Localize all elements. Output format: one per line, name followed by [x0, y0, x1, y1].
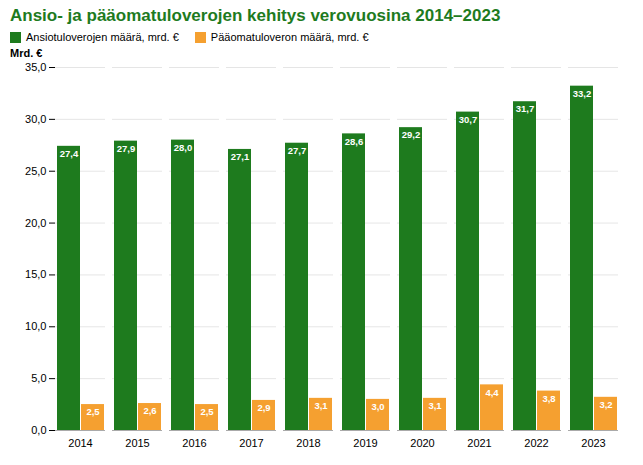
svg-text:2,5: 2,5: [200, 406, 214, 417]
svg-text:30,7: 30,7: [459, 114, 478, 125]
svg-text:27,9: 27,9: [117, 143, 136, 154]
svg-text:2017: 2017: [239, 437, 263, 449]
svg-text:2021: 2021: [467, 437, 491, 449]
svg-text:3,1: 3,1: [428, 400, 442, 411]
svg-text:28,6: 28,6: [345, 136, 364, 147]
svg-text:3,8: 3,8: [542, 393, 555, 404]
svg-text:31,7: 31,7: [516, 103, 535, 114]
svg-text:27,1: 27,1: [231, 151, 250, 162]
svg-text:2,9: 2,9: [257, 402, 270, 413]
svg-text:2018: 2018: [296, 437, 320, 449]
svg-text:20,0: 20,0: [25, 217, 46, 229]
svg-text:35,0: 35,0: [25, 61, 46, 73]
svg-text:5,0: 5,0: [31, 372, 46, 384]
svg-text:27,7: 27,7: [288, 145, 307, 156]
svg-text:25,0: 25,0: [25, 165, 46, 177]
svg-text:3,1: 3,1: [314, 400, 328, 411]
html-text:Pääomatuloveron määrä, mrd. €: Pääomatuloveron määrä, mrd. €: [210, 31, 369, 43]
svg-text:2023: 2023: [581, 437, 605, 449]
svg-text:10,0: 10,0: [25, 320, 46, 332]
svg-text:30,0: 30,0: [25, 113, 46, 125]
svg-text:4,4: 4,4: [485, 387, 499, 398]
svg-text:29,2: 29,2: [402, 129, 421, 140]
svg-text:2020: 2020: [410, 437, 434, 449]
svg-text:0,0: 0,0: [31, 424, 46, 436]
svg-text:2016: 2016: [182, 437, 206, 449]
html-text:Ansio- ja pääomatuloverojen ke: Ansio- ja pääomatuloverojen kehitys vero…: [10, 6, 501, 25]
svg-text:2022: 2022: [524, 437, 548, 449]
svg-text:2,5: 2,5: [86, 406, 100, 417]
svg-text:2019: 2019: [353, 437, 377, 449]
svg-text:15,0: 15,0: [25, 268, 46, 280]
html-text:Ansiotuloverojen määrä, mrd. €: Ansiotuloverojen määrä, mrd. €: [26, 31, 179, 43]
svg-text:28,0: 28,0: [174, 142, 193, 153]
svg-text:2014: 2014: [68, 437, 92, 449]
svg-text:27,4: 27,4: [60, 148, 79, 159]
svg-text:3,2: 3,2: [599, 399, 612, 410]
html-text:Mrd. €: Mrd. €: [10, 47, 43, 59]
svg-text:3,0: 3,0: [371, 401, 384, 412]
svg-text:33,2: 33,2: [573, 88, 592, 99]
svg-text:2015: 2015: [125, 437, 149, 449]
svg-text:2,6: 2,6: [143, 405, 156, 416]
